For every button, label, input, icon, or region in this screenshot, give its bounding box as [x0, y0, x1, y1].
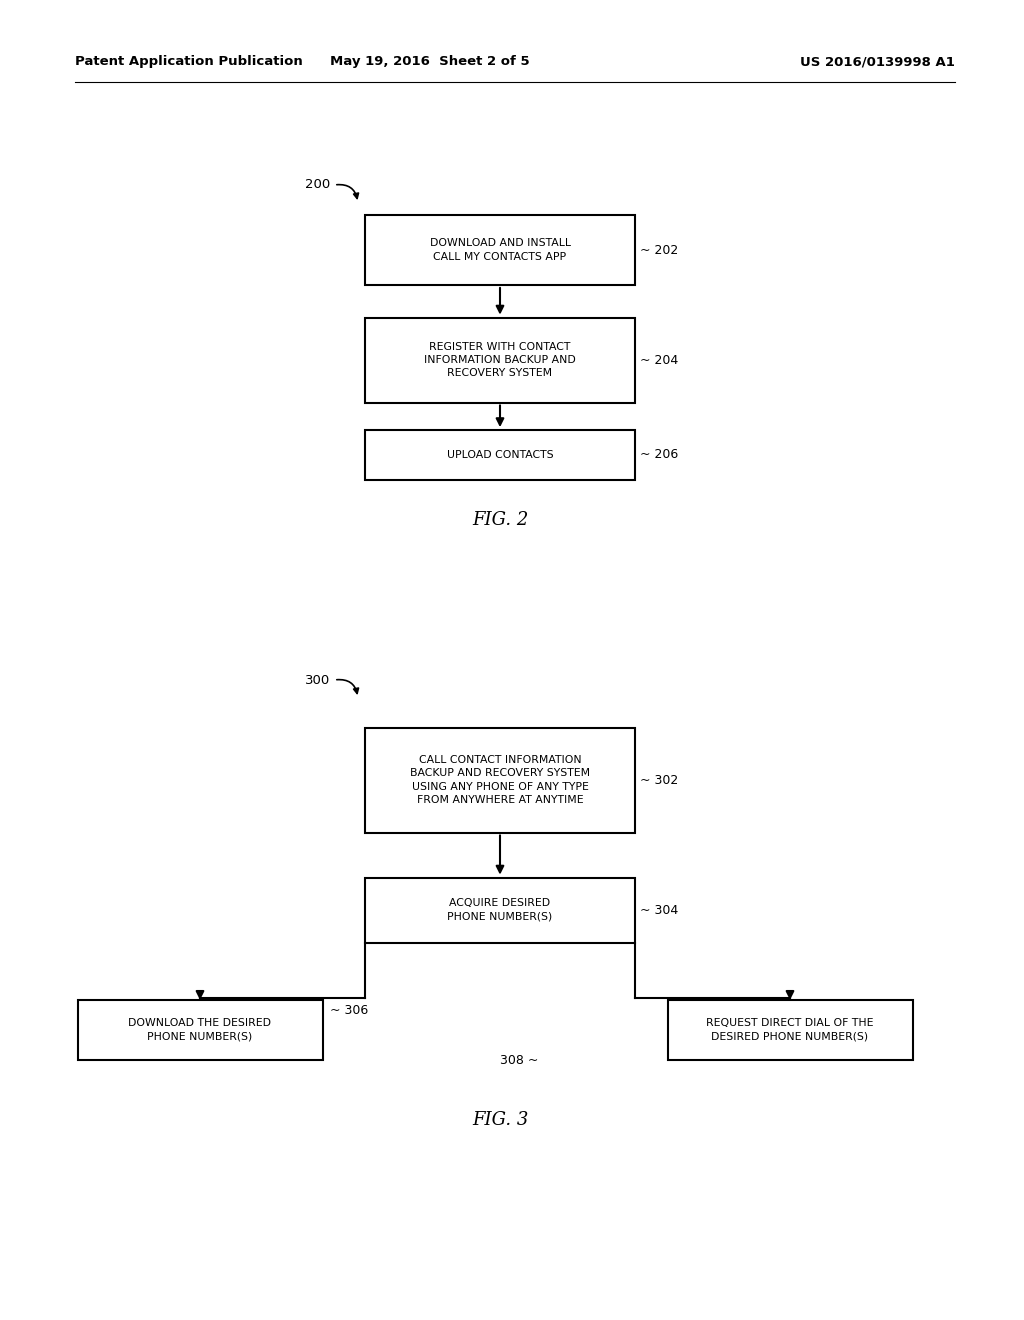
Text: May 19, 2016  Sheet 2 of 5: May 19, 2016 Sheet 2 of 5 [330, 55, 529, 69]
Text: ACQUIRE DESIRED
PHONE NUMBER(S): ACQUIRE DESIRED PHONE NUMBER(S) [447, 899, 553, 921]
Text: UPLOAD CONTACTS: UPLOAD CONTACTS [446, 450, 553, 459]
Text: ~ 302: ~ 302 [640, 774, 678, 787]
Text: Patent Application Publication: Patent Application Publication [75, 55, 303, 69]
Text: ~ 306: ~ 306 [330, 1003, 369, 1016]
Bar [365, 318, 635, 403]
Text: REQUEST DIRECT DIAL OF THE
DESIRED PHONE NUMBER(S): REQUEST DIRECT DIAL OF THE DESIRED PHONE… [707, 1019, 873, 1041]
Bar [365, 727, 635, 833]
Text: FIG. 3: FIG. 3 [472, 1111, 528, 1129]
Text: ~ 202: ~ 202 [640, 243, 678, 256]
Bar [365, 215, 635, 285]
Text: REGISTER WITH CONTACT
INFORMATION BACKUP AND
RECOVERY SYSTEM: REGISTER WITH CONTACT INFORMATION BACKUP… [424, 342, 575, 379]
Text: CALL CONTACT INFORMATION
BACKUP AND RECOVERY SYSTEM
USING ANY PHONE OF ANY TYPE
: CALL CONTACT INFORMATION BACKUP AND RECO… [410, 755, 590, 805]
Text: DOWNLOAD THE DESIRED
PHONE NUMBER(S): DOWNLOAD THE DESIRED PHONE NUMBER(S) [128, 1019, 271, 1041]
Text: 308 ~: 308 ~ [500, 1053, 539, 1067]
Text: FIG. 2: FIG. 2 [472, 511, 528, 529]
Text: 200: 200 [305, 178, 330, 191]
Text: ~ 204: ~ 204 [640, 354, 678, 367]
Bar [78, 1001, 323, 1060]
Text: DOWNLOAD AND INSTALL
CALL MY CONTACTS APP: DOWNLOAD AND INSTALL CALL MY CONTACTS AP… [429, 239, 570, 261]
Bar [365, 430, 635, 480]
Text: 300: 300 [305, 673, 330, 686]
Text: ~ 206: ~ 206 [640, 449, 678, 462]
Bar [668, 1001, 912, 1060]
Text: ~ 304: ~ 304 [640, 903, 678, 916]
Bar [365, 878, 635, 942]
Text: US 2016/0139998 A1: US 2016/0139998 A1 [800, 55, 955, 69]
